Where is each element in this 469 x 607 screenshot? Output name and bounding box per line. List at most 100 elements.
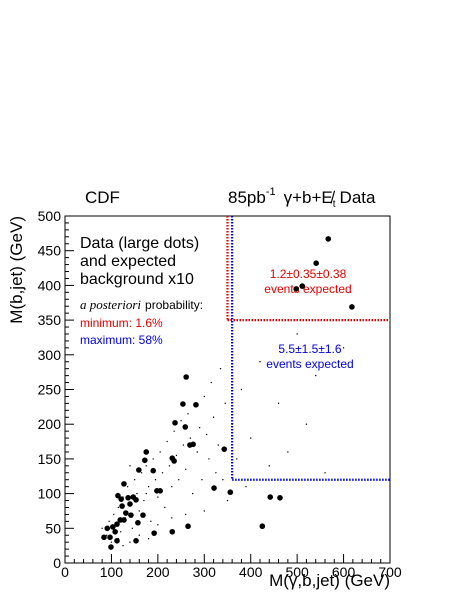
background-point — [150, 520, 152, 523]
legend-text: Data (large dots) — [80, 235, 199, 252]
background-point — [217, 444, 219, 446]
background-point — [215, 472, 217, 474]
data-point — [108, 544, 114, 550]
background-point — [140, 472, 143, 474]
background-point — [147, 538, 150, 540]
background-point — [120, 531, 122, 533]
background-point — [208, 458, 210, 460]
y-tick-label: 150 — [38, 451, 62, 467]
data-point — [277, 494, 283, 501]
data-point — [221, 446, 228, 452]
background-point — [129, 465, 131, 467]
background-point — [236, 458, 238, 460]
background-point — [113, 513, 115, 516]
region-label: 1.2±0.35±0.38 — [270, 267, 347, 281]
process: γ+b+E̸ — [284, 188, 336, 207]
data-point — [107, 534, 113, 541]
background-point — [138, 534, 140, 536]
y-tick-label: 400 — [38, 277, 62, 293]
data-point — [172, 420, 178, 426]
data-point — [157, 488, 163, 494]
background-point — [210, 381, 212, 384]
background-point — [154, 479, 157, 481]
x-tick-label: 300 — [193, 564, 217, 580]
background-point — [226, 499, 229, 502]
background-point — [122, 496, 124, 498]
luminosity-exponent: -1 — [266, 186, 276, 198]
data-point — [190, 441, 196, 448]
region-label: events expected — [264, 282, 351, 296]
data-point — [293, 286, 300, 292]
background-point — [224, 402, 226, 405]
background-point — [161, 472, 164, 474]
background-point — [191, 492, 194, 495]
data-point — [140, 512, 146, 518]
luminosity: 85pb — [228, 188, 266, 207]
background-point — [110, 541, 113, 543]
x-tick-label: 600 — [332, 564, 356, 580]
background-point — [129, 541, 131, 543]
data-point — [211, 485, 217, 491]
data-point — [150, 467, 157, 474]
data-point — [101, 534, 107, 541]
data-point — [121, 481, 127, 487]
background-point — [171, 485, 173, 488]
background-point — [133, 479, 136, 481]
background-point — [305, 423, 308, 425]
data-point — [183, 374, 189, 380]
background-point — [189, 437, 192, 439]
data-point — [185, 523, 191, 530]
y-tick-label: 0 — [53, 555, 61, 571]
data-point — [180, 401, 186, 407]
data-point — [123, 510, 129, 516]
background-point — [212, 416, 215, 418]
data-point — [104, 525, 111, 532]
background-point — [157, 496, 159, 498]
background-point — [145, 465, 147, 467]
data-point — [142, 457, 148, 464]
y-tick-label: 350 — [38, 312, 62, 328]
background-point — [342, 347, 345, 349]
background-point — [315, 374, 317, 377]
y-tick-label: 450 — [38, 243, 62, 259]
background-point — [117, 506, 120, 509]
data-point — [227, 489, 234, 496]
background-point — [231, 423, 233, 425]
background-point — [287, 451, 289, 453]
background-point — [196, 451, 199, 453]
background-point — [194, 402, 196, 405]
data-point — [151, 530, 157, 536]
background-point — [324, 472, 326, 474]
legend-text: and expected — [80, 253, 176, 270]
background-point — [250, 437, 252, 439]
background-point — [277, 402, 280, 405]
background-point — [173, 430, 175, 432]
background-point — [157, 524, 159, 526]
background-point — [136, 492, 138, 495]
x-tick-label: 400 — [239, 564, 263, 580]
probability-italic: a posteriori — [80, 297, 141, 312]
data-point — [135, 519, 141, 526]
background-point — [164, 506, 166, 509]
data-point — [110, 524, 116, 530]
background-point — [201, 479, 203, 481]
maximum-label: maximum: 58% — [80, 333, 163, 347]
data-point — [169, 528, 176, 535]
background-point — [126, 485, 129, 488]
region-label: 5.5±1.5±1.6 — [278, 342, 342, 356]
x-tick-label: 500 — [285, 564, 309, 580]
data-point — [136, 467, 142, 473]
background-point — [180, 420, 182, 422]
y-tick-label: 300 — [38, 347, 62, 363]
data-point — [128, 512, 134, 518]
background-point — [222, 479, 224, 481]
background-point — [171, 517, 173, 519]
background-point — [122, 544, 124, 547]
background-point — [138, 510, 140, 512]
background-point — [108, 520, 110, 523]
background-point — [166, 440, 168, 443]
probability-text: probability: — [145, 298, 203, 312]
process-suffix: Data — [340, 188, 376, 207]
data-point — [171, 458, 177, 464]
